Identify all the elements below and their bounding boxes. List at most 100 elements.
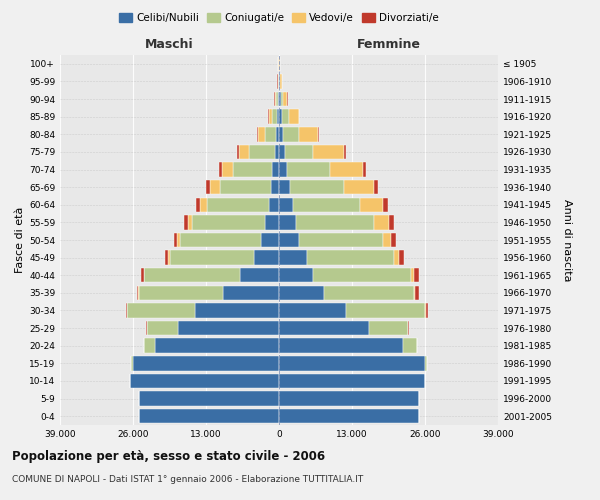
- Bar: [249, 144, 275, 159]
- Bar: [133, 356, 279, 370]
- Bar: [307, 250, 394, 265]
- Bar: [279, 392, 419, 406]
- Bar: [279, 321, 369, 336]
- Bar: [296, 215, 374, 230]
- Bar: [139, 409, 279, 424]
- Bar: [383, 198, 388, 212]
- Bar: [289, 110, 299, 124]
- Bar: [279, 92, 281, 106]
- Bar: [399, 250, 404, 265]
- Bar: [278, 92, 279, 106]
- Bar: [210, 180, 220, 194]
- Bar: [374, 215, 389, 230]
- Bar: [279, 127, 283, 142]
- Bar: [258, 127, 265, 142]
- Bar: [165, 250, 169, 265]
- Bar: [279, 144, 284, 159]
- Bar: [174, 233, 178, 247]
- Bar: [299, 127, 319, 142]
- Text: Femmine: Femmine: [356, 38, 421, 52]
- Bar: [147, 321, 178, 336]
- Bar: [144, 338, 155, 353]
- Bar: [271, 180, 279, 194]
- Bar: [279, 198, 293, 212]
- Bar: [403, 338, 416, 353]
- Bar: [279, 304, 346, 318]
- Bar: [283, 92, 287, 106]
- Bar: [281, 92, 283, 106]
- Bar: [282, 110, 289, 124]
- Bar: [391, 233, 397, 247]
- Bar: [374, 180, 379, 194]
- Bar: [219, 162, 222, 176]
- Bar: [425, 304, 428, 318]
- Text: COMUNE DI NAPOLI - Dati ISTAT 1° gennaio 2006 - Elaborazione TUTTITALIA.IT: COMUNE DI NAPOLI - Dati ISTAT 1° gennaio…: [12, 475, 363, 484]
- Bar: [279, 215, 296, 230]
- Bar: [369, 321, 408, 336]
- Bar: [220, 180, 271, 194]
- Bar: [279, 110, 282, 124]
- Bar: [222, 162, 233, 176]
- Bar: [361, 198, 383, 212]
- Bar: [272, 110, 277, 124]
- Bar: [155, 338, 279, 353]
- Bar: [254, 250, 279, 265]
- Legend: Celibi/Nubili, Coniugati/e, Vedovi/e, Divorziati/e: Celibi/Nubili, Coniugati/e, Vedovi/e, Di…: [115, 8, 443, 27]
- Bar: [389, 215, 394, 230]
- Bar: [287, 162, 329, 176]
- Bar: [265, 127, 276, 142]
- Bar: [233, 162, 272, 176]
- Bar: [139, 392, 279, 406]
- Bar: [130, 374, 279, 388]
- Bar: [425, 356, 427, 370]
- Bar: [275, 92, 276, 106]
- Bar: [137, 286, 139, 300]
- Bar: [257, 127, 258, 142]
- Bar: [283, 127, 299, 142]
- Bar: [178, 321, 279, 336]
- Bar: [279, 286, 324, 300]
- Bar: [207, 198, 269, 212]
- Bar: [206, 180, 210, 194]
- Bar: [265, 215, 279, 230]
- Bar: [279, 250, 307, 265]
- Bar: [279, 268, 313, 282]
- Bar: [279, 374, 425, 388]
- Bar: [279, 409, 419, 424]
- Bar: [363, 162, 366, 176]
- Bar: [179, 233, 261, 247]
- Text: Maschi: Maschi: [145, 38, 194, 52]
- Bar: [279, 162, 287, 176]
- Y-axis label: Fasce di età: Fasce di età: [15, 207, 25, 273]
- Bar: [196, 198, 200, 212]
- Bar: [411, 268, 415, 282]
- Bar: [269, 110, 272, 124]
- Bar: [276, 92, 278, 106]
- Bar: [279, 180, 290, 194]
- Bar: [344, 144, 346, 159]
- Bar: [344, 180, 374, 194]
- Bar: [126, 304, 127, 318]
- Bar: [394, 250, 399, 265]
- Bar: [415, 268, 419, 282]
- Bar: [139, 286, 223, 300]
- Bar: [239, 144, 249, 159]
- Bar: [280, 74, 282, 88]
- Bar: [127, 304, 195, 318]
- Bar: [313, 268, 411, 282]
- Y-axis label: Anni di nascita: Anni di nascita: [562, 198, 572, 281]
- Bar: [275, 144, 279, 159]
- Bar: [272, 162, 279, 176]
- Bar: [188, 215, 192, 230]
- Bar: [170, 250, 254, 265]
- Bar: [238, 144, 239, 159]
- Bar: [290, 180, 344, 194]
- Bar: [184, 215, 188, 230]
- Bar: [284, 144, 313, 159]
- Text: Popolazione per età, sesso e stato civile - 2006: Popolazione per età, sesso e stato civil…: [12, 450, 325, 463]
- Bar: [279, 356, 425, 370]
- Bar: [329, 162, 363, 176]
- Bar: [324, 286, 414, 300]
- Bar: [299, 233, 383, 247]
- Bar: [200, 198, 207, 212]
